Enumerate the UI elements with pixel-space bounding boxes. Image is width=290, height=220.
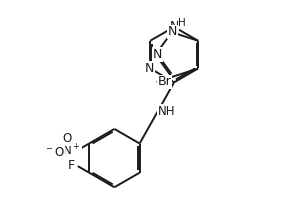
Text: N: N: [153, 48, 162, 61]
Text: N$^+$: N$^+$: [62, 143, 81, 159]
Text: NH: NH: [157, 105, 175, 118]
Text: H: H: [178, 18, 186, 28]
Text: F: F: [68, 159, 75, 172]
Text: O: O: [63, 132, 72, 145]
Text: N: N: [145, 62, 154, 75]
Text: N: N: [169, 20, 179, 33]
Text: Br: Br: [158, 75, 172, 88]
Text: $^-$O: $^-$O: [44, 146, 65, 159]
Text: N: N: [168, 25, 177, 38]
